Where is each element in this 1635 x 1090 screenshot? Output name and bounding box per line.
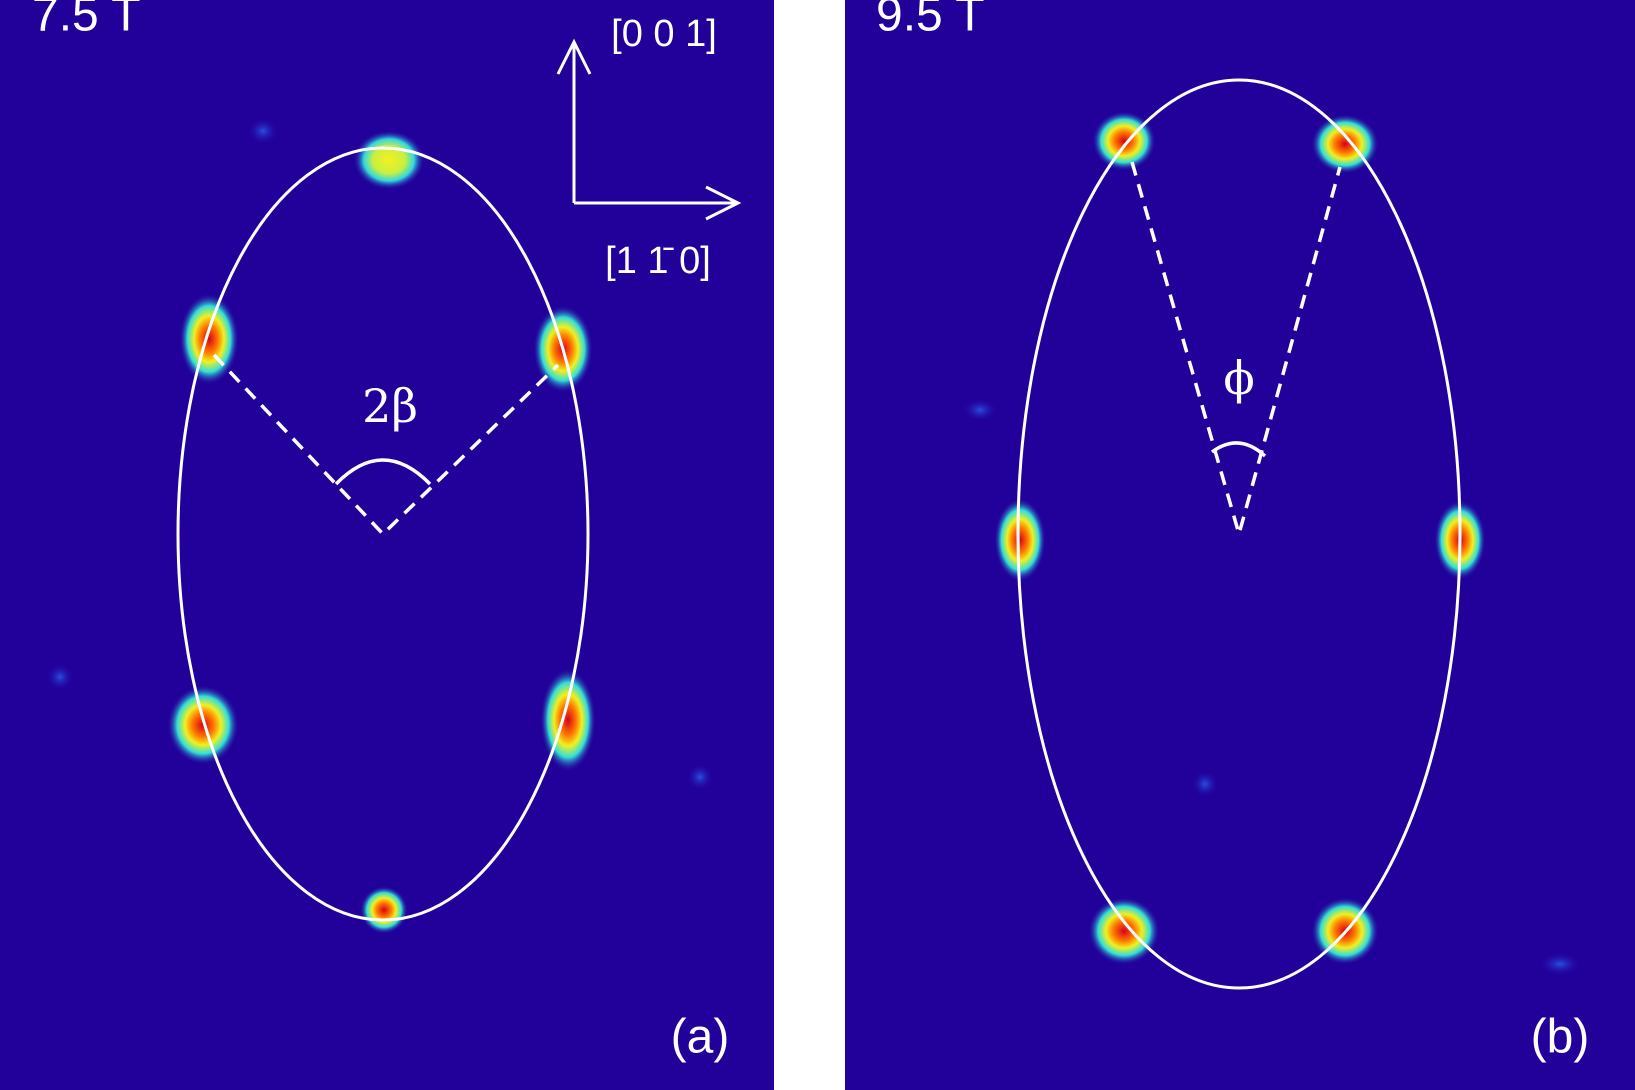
field-label: 9.5 T: [876, 0, 985, 42]
background-speck: [962, 398, 998, 422]
panel-a: 2β 7.5 T (a) [0 0 1] [1 1̄ 0]: [0, 0, 774, 1090]
diffraction-spot: [1088, 897, 1160, 965]
diffraction-spot: [179, 293, 239, 385]
panel-label: (a): [671, 1011, 730, 1064]
axis-label: [1 1̄ 0]: [605, 240, 711, 282]
angle-arc: [334, 458, 432, 486]
background-speck: [1191, 770, 1219, 798]
ring-ellipse: [176, 146, 590, 922]
angle-arc: [1210, 441, 1267, 458]
background-speck: [247, 117, 279, 145]
panel-background: [845, 0, 1635, 1090]
arrowhead: [556, 38, 592, 75]
background-speck: [1538, 952, 1582, 976]
diffraction-spot: [167, 685, 239, 765]
arrowhead: [705, 185, 742, 221]
diffraction-spot: [540, 668, 596, 772]
field-label: 7.5 T: [32, 0, 141, 42]
axis-arrows: [556, 38, 742, 221]
ring-ellipse: [1016, 78, 1462, 990]
panel-b: ϕ 9.5 T (b): [845, 0, 1635, 1090]
panel-label: (b): [1531, 1011, 1590, 1064]
background-speck: [686, 763, 714, 791]
diffraction-spot: [994, 498, 1046, 582]
angle-label: ϕ: [1223, 351, 1254, 405]
axis-label: [0 0 1]: [611, 13, 717, 55]
angle-lines: [212, 353, 560, 537]
diffraction-spot: [360, 886, 408, 934]
diffraction-spot: [353, 130, 425, 190]
background-speck: [46, 663, 74, 691]
angle-label: 2β: [362, 379, 418, 433]
